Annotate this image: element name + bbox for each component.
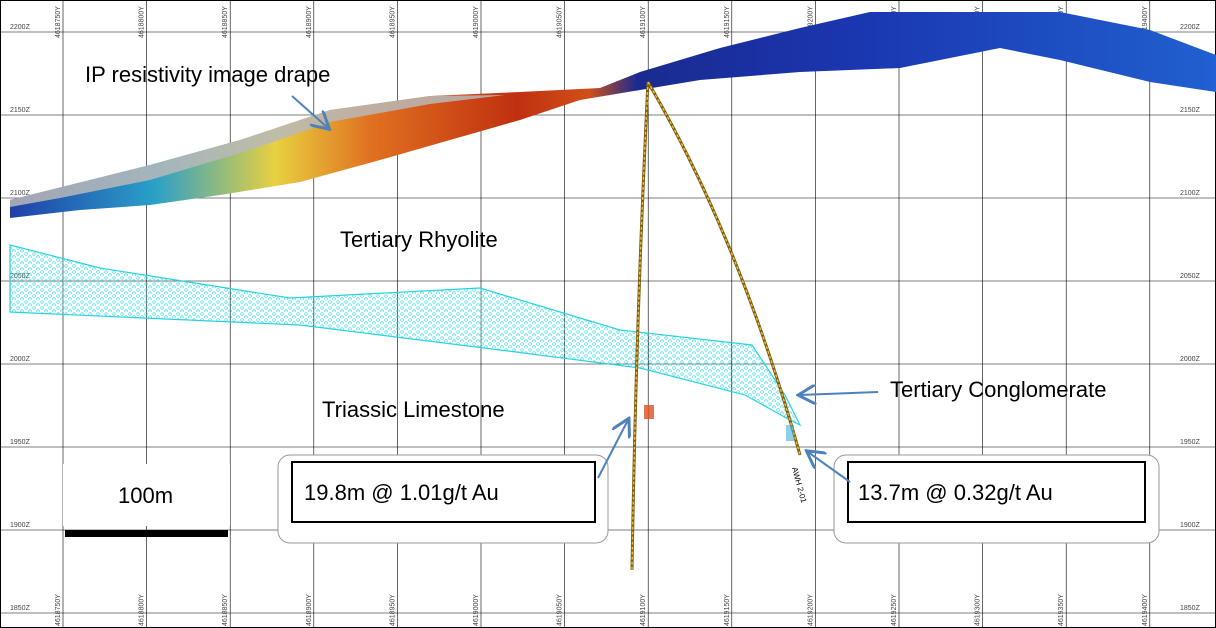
y-label: 4619000Y bbox=[473, 6, 480, 38]
y-label: 4619150Y bbox=[724, 594, 731, 626]
y-label: 4618800Y bbox=[139, 6, 146, 38]
assay-interval bbox=[786, 425, 794, 441]
y-label: 4619100Y bbox=[640, 6, 647, 38]
z-label: 2200Z bbox=[1180, 24, 1201, 31]
annotation: Tertiary Rhyolite bbox=[340, 227, 498, 252]
z-label: 2150Z bbox=[1180, 107, 1201, 114]
y-label: 4618850Y bbox=[222, 594, 229, 626]
annotation: IP resistivity image drape bbox=[85, 62, 330, 87]
annotation: Tertiary Conglomerate bbox=[890, 377, 1106, 402]
y-label: 4619300Y bbox=[975, 594, 982, 626]
annotation: Triassic Limestone bbox=[322, 397, 505, 422]
z-label: 2100Z bbox=[1180, 190, 1201, 197]
y-label: 4619100Y bbox=[640, 594, 647, 626]
y-label: 4618750Y bbox=[55, 6, 62, 38]
y-label: 4618800Y bbox=[139, 594, 146, 626]
assay-interval bbox=[644, 405, 654, 419]
scale-label: 100m bbox=[118, 483, 173, 508]
y-label: 4618850Y bbox=[222, 6, 229, 38]
scale-bar bbox=[65, 530, 228, 537]
z-label: 1950Z bbox=[1180, 439, 1201, 446]
cross-section: 2200Z2200Z2150Z2150Z2100Z2100Z2050Z2050Z… bbox=[0, 0, 1216, 628]
y-label: 4618900Y bbox=[306, 6, 313, 38]
y-label: 4619150Y bbox=[724, 6, 731, 38]
z-label: 1950Z bbox=[10, 439, 31, 446]
z-label: 2000Z bbox=[1180, 356, 1201, 363]
y-label: 4618950Y bbox=[389, 6, 396, 38]
intercept-label: 13.7m @ 0.32g/t Au bbox=[858, 480, 1053, 505]
z-label: 1900Z bbox=[1180, 522, 1201, 529]
y-label: 4619350Y bbox=[1058, 594, 1065, 626]
y-label: 4618900Y bbox=[306, 594, 313, 626]
z-label: 2200Z bbox=[10, 24, 31, 31]
y-label: 4618750Y bbox=[55, 594, 62, 626]
y-label: 4618950Y bbox=[389, 594, 396, 626]
y-label: 4619250Y bbox=[891, 594, 898, 626]
y-label: 4619050Y bbox=[557, 594, 564, 626]
intercept-label: 19.8m @ 1.01g/t Au bbox=[304, 480, 499, 505]
y-label: 4619050Y bbox=[557, 6, 564, 38]
y-label: 4619000Y bbox=[473, 594, 480, 626]
z-label: 1850Z bbox=[10, 605, 31, 612]
y-label: 4619400Y bbox=[1142, 594, 1149, 626]
z-label: 2050Z bbox=[1180, 273, 1201, 280]
z-label: 1900Z bbox=[10, 522, 31, 529]
y-label: 4619200Y bbox=[807, 594, 814, 626]
z-label: 2000Z bbox=[10, 356, 31, 363]
z-label: 1850Z bbox=[1180, 605, 1201, 612]
z-label: 2150Z bbox=[10, 107, 31, 114]
